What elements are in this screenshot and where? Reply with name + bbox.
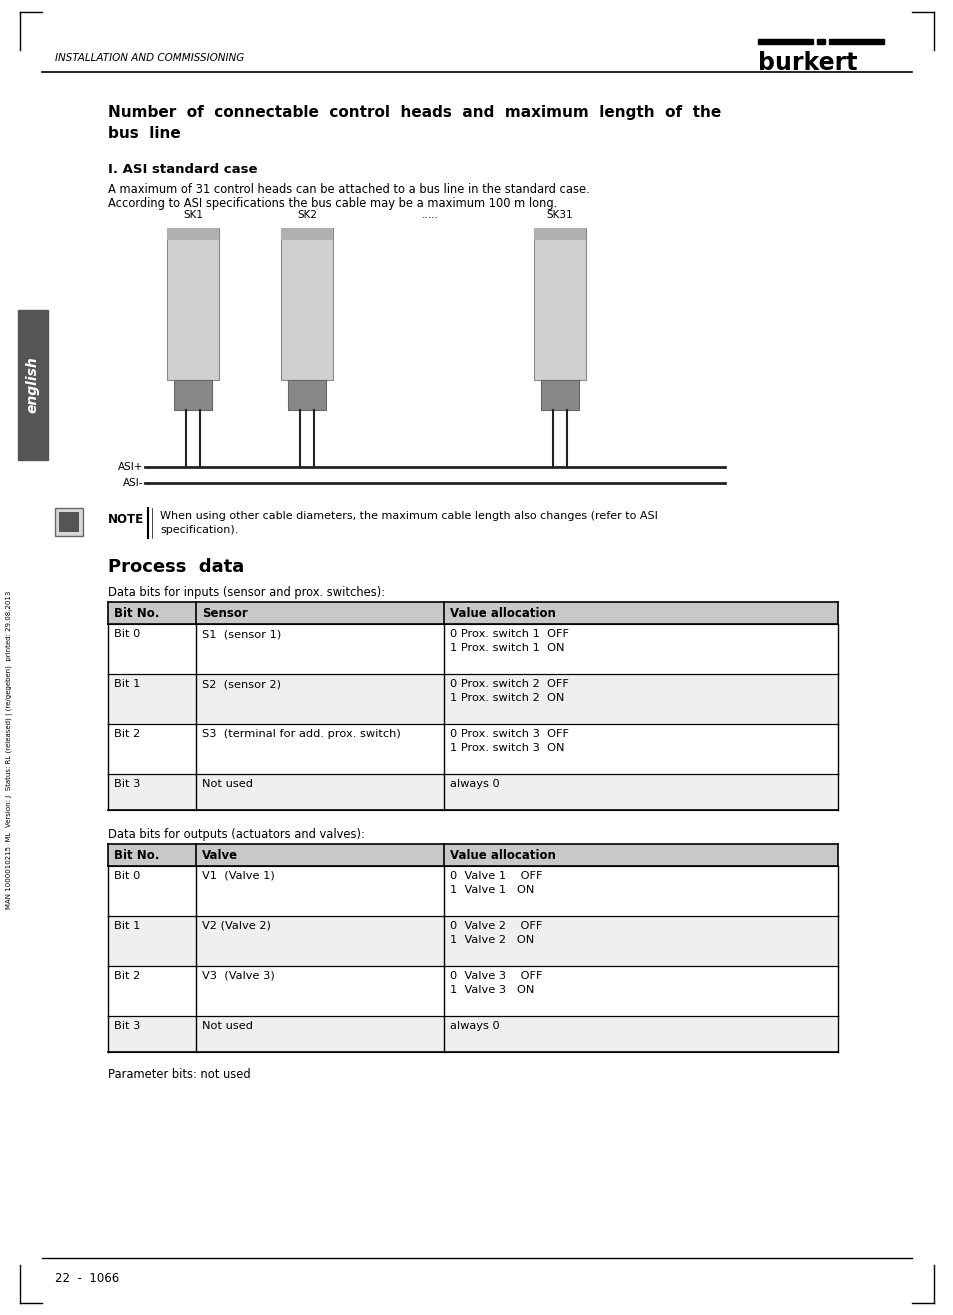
Text: ASI-: ASI- <box>122 477 143 488</box>
Bar <box>758 39 812 43</box>
Text: 22  -  1066: 22 - 1066 <box>55 1272 119 1285</box>
Bar <box>167 227 219 380</box>
Text: Bit 1: Bit 1 <box>113 679 140 689</box>
Text: Number  of  connectable  control  heads  and  maximum  length  of  the: Number of connectable control heads and … <box>108 105 720 120</box>
Text: MAN 1000010215  ML  Version: J  Status: RL (released) | (re/gegeben)  printed: 2: MAN 1000010215 ML Version: J Status: RL … <box>7 590 13 909</box>
Text: When using other cable diameters, the maximum cable length also changes (refer t: When using other cable diameters, the ma… <box>160 512 658 535</box>
Bar <box>108 775 837 810</box>
Text: I. ASI standard case: I. ASI standard case <box>108 163 257 176</box>
Text: Bit 0: Bit 0 <box>113 871 140 881</box>
Bar <box>108 844 837 867</box>
Text: Data bits for inputs (sensor and prox. switches):: Data bits for inputs (sensor and prox. s… <box>108 586 385 600</box>
Bar <box>288 380 326 410</box>
Text: english: english <box>26 356 40 413</box>
Bar <box>108 675 837 725</box>
Bar <box>828 39 883 43</box>
Text: A maximum of 31 control heads can be attached to a bus line in the standard case: A maximum of 31 control heads can be att… <box>108 183 589 196</box>
Text: .....: ..... <box>421 210 438 220</box>
Text: 0 Prox. switch 3  OFF
1 Prox. switch 3  ON: 0 Prox. switch 3 OFF 1 Prox. switch 3 ON <box>450 729 568 752</box>
Bar <box>108 917 837 967</box>
Bar <box>534 227 585 241</box>
Text: Bit 2: Bit 2 <box>113 970 140 981</box>
Text: 0  Valve 3    OFF
1  Valve 3   ON: 0 Valve 3 OFF 1 Valve 3 ON <box>450 970 542 994</box>
Text: SK1: SK1 <box>183 210 203 220</box>
Text: Bit 2: Bit 2 <box>113 729 140 739</box>
Text: Bit No.: Bit No. <box>113 608 159 619</box>
Bar <box>281 227 333 380</box>
Text: 0 Prox. switch 2  OFF
1 Prox. switch 2  ON: 0 Prox. switch 2 OFF 1 Prox. switch 2 ON <box>450 679 568 702</box>
Text: Not used: Not used <box>202 1020 253 1031</box>
Text: SK31: SK31 <box>546 210 573 220</box>
Bar <box>281 227 333 241</box>
Bar <box>534 227 585 380</box>
Text: Parameter bits: not used: Parameter bits: not used <box>108 1068 251 1081</box>
Text: Not used: Not used <box>202 778 253 789</box>
Text: According to ASI specifications the bus cable may be a maximum 100 m long.: According to ASI specifications the bus … <box>108 197 557 210</box>
Text: Valve: Valve <box>202 849 238 863</box>
Text: V3  (Valve 3): V3 (Valve 3) <box>202 970 274 981</box>
Bar <box>108 1016 837 1052</box>
Text: Value allocation: Value allocation <box>450 849 556 863</box>
Bar <box>173 380 212 410</box>
Text: 0 Prox. switch 1  OFF
1 Prox. switch 1  ON: 0 Prox. switch 1 OFF 1 Prox. switch 1 ON <box>450 629 568 652</box>
Text: Value allocation: Value allocation <box>450 608 556 619</box>
Text: INSTALLATION AND COMMISSIONING: INSTALLATION AND COMMISSIONING <box>55 53 244 63</box>
Text: always 0: always 0 <box>450 1020 499 1031</box>
Text: Bit 3: Bit 3 <box>113 1020 140 1031</box>
Text: Data bits for outputs (actuators and valves):: Data bits for outputs (actuators and val… <box>108 828 364 842</box>
Bar <box>59 512 79 533</box>
Bar <box>816 39 824 43</box>
Text: S1  (sensor 1): S1 (sensor 1) <box>202 629 281 639</box>
Text: Sensor: Sensor <box>202 608 248 619</box>
Bar <box>55 508 83 537</box>
Text: Bit 0: Bit 0 <box>113 629 140 639</box>
Text: S3  (terminal for add. prox. switch): S3 (terminal for add. prox. switch) <box>202 729 400 739</box>
Text: V2 (Valve 2): V2 (Valve 2) <box>202 920 271 931</box>
Text: 0  Valve 2    OFF
1  Valve 2   ON: 0 Valve 2 OFF 1 Valve 2 ON <box>450 920 542 944</box>
Text: burkert: burkert <box>758 51 857 75</box>
Bar <box>18 310 48 460</box>
Bar <box>167 227 219 241</box>
Text: Bit No.: Bit No. <box>113 849 159 863</box>
Text: 0  Valve 1    OFF
1  Valve 1   ON: 0 Valve 1 OFF 1 Valve 1 ON <box>450 871 542 894</box>
Text: V1  (Valve 1): V1 (Valve 1) <box>202 871 274 881</box>
Bar <box>540 380 578 410</box>
Text: Bit 3: Bit 3 <box>113 778 140 789</box>
Text: NOTE: NOTE <box>108 513 144 526</box>
Text: S2  (sensor 2): S2 (sensor 2) <box>202 679 281 689</box>
Text: always 0: always 0 <box>450 778 499 789</box>
Bar <box>108 602 837 625</box>
Text: ASI+: ASI+ <box>117 462 143 472</box>
Text: SK2: SK2 <box>296 210 316 220</box>
Text: bus  line: bus line <box>108 126 180 141</box>
Text: Process  data: Process data <box>108 558 244 576</box>
Text: Bit 1: Bit 1 <box>113 920 140 931</box>
